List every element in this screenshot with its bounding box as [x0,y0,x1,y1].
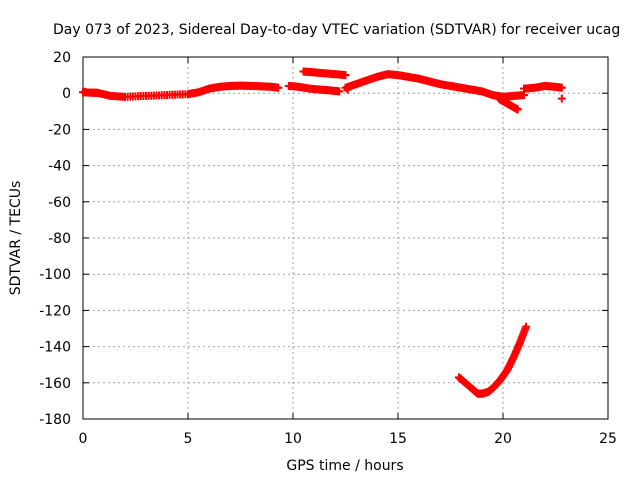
y-tick-label: 20 [53,50,71,66]
series-main-trace [79,81,283,101]
y-tick-label: 0 [62,86,71,102]
series-outlier-arc [454,322,531,398]
data-point [522,322,531,331]
grid-lines [83,57,608,419]
y-tick-label: -60 [48,195,71,211]
axes: 0 5 10 15 20 25 20 0 -20 -40 -60 -80 -100 -120 -140 -16… [39,50,617,447]
series-late-segment [520,81,566,93]
y-tick-label: -80 [48,231,71,247]
y-tick-label: -120 [39,303,71,319]
x-axis-label: GPS time / hours [286,458,403,474]
data-point [557,94,566,103]
x-tick-label: 15 [389,431,407,447]
data-point [343,85,352,94]
y-tick-label: -100 [39,267,71,283]
y-tick-label: -180 [39,412,71,428]
series-isolated-points [81,85,566,103]
x-tick-label: 5 [184,431,193,447]
x-tick-label: 25 [599,431,617,447]
data-point [274,83,283,92]
x-tick-label: 10 [284,431,302,447]
y-tick-label: -40 [48,159,71,175]
y-tick-label: -20 [48,122,71,138]
x-tick-label: 0 [79,431,88,447]
y-tick-label: -160 [39,376,71,392]
x-tick-label: 20 [494,431,512,447]
y-tick-label: -140 [39,340,71,356]
data-point [81,87,90,96]
series-descending-branch [494,94,522,114]
series-midday-trace [284,81,344,96]
series-upper-segment [299,67,350,80]
chart-title: Day 073 of 2023, Sidereal Day-to-day VTE… [53,22,620,38]
data-point [513,105,522,114]
y-axis-label: SDTVAR / TECUs [8,181,24,296]
data-point [557,83,566,92]
data-marks [79,67,566,398]
data-point [341,71,350,80]
data-point [335,87,344,96]
